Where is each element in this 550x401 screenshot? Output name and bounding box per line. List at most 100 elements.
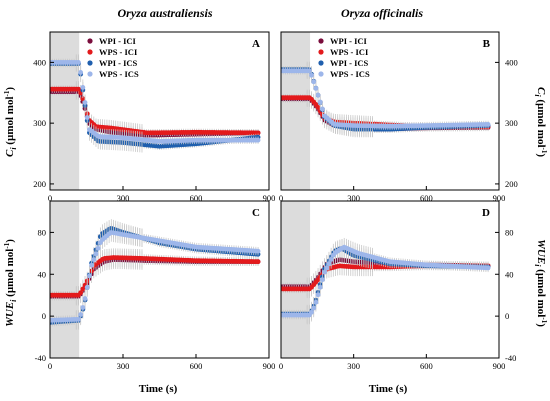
y-tick-label: 200 — [505, 179, 518, 189]
x-tick-label: 600 — [190, 361, 203, 371]
data-point — [255, 248, 261, 254]
plot-area — [281, 61, 491, 138]
legend-marker — [318, 71, 324, 77]
data-point — [309, 309, 314, 315]
legend-label: WPI - ICI — [330, 36, 368, 46]
data-point — [311, 305, 317, 311]
series-wps-ics — [281, 237, 491, 325]
y-tick-label: 0 — [505, 311, 509, 321]
data-point — [313, 85, 319, 91]
y-title-wue-right: WUEi (µmol mol-1) — [533, 239, 548, 327]
x-title-right: Time (s) — [369, 383, 408, 395]
data-point — [87, 273, 92, 279]
data-point — [328, 257, 334, 262]
data-point — [255, 137, 261, 143]
x-tick-label: 300 — [117, 193, 130, 203]
y-title-ci-left: Ci (µmol mol-1) — [3, 87, 18, 157]
x-tick-label: 900 — [263, 361, 276, 371]
data-point — [320, 277, 325, 283]
legend-label: WPS - ICI — [99, 47, 138, 57]
data-point — [78, 70, 84, 75]
panel-letter: D — [482, 207, 490, 219]
data-point — [84, 115, 90, 120]
x-tick-label: 900 — [493, 193, 506, 203]
data-point — [80, 96, 86, 102]
legend-label: WPI - ICS — [330, 58, 369, 68]
plot-area — [50, 219, 261, 330]
data-point — [309, 72, 314, 78]
x-tick-label: 900 — [263, 193, 276, 203]
plot-area — [50, 54, 261, 153]
series-wps-ics — [50, 54, 261, 148]
data-point — [82, 296, 88, 301]
y-tick-label: 400 — [505, 57, 518, 67]
data-point — [317, 99, 323, 105]
data-point — [315, 104, 321, 110]
legend-marker — [87, 49, 93, 55]
legend-marker — [87, 38, 93, 44]
x-tick-label: 0 — [48, 193, 52, 203]
series-wps-ics — [281, 62, 491, 134]
x-tick-label: 300 — [347, 193, 360, 203]
data-point — [93, 251, 99, 257]
x-tick-label: 300 — [347, 361, 360, 371]
shaded-region — [281, 32, 311, 190]
data-point — [80, 85, 86, 90]
y-tick-label: 40 — [38, 269, 47, 279]
y-title-wue-left: WUEi (µmol mol-1) — [3, 239, 18, 327]
legend-marker — [87, 71, 93, 77]
data-point — [485, 121, 491, 127]
data-point — [78, 312, 84, 317]
data-point — [78, 290, 84, 296]
data-point — [322, 269, 327, 275]
y-tick-label: -40 — [35, 353, 46, 363]
data-point — [485, 265, 491, 271]
y-tick-label: 80 — [505, 227, 514, 237]
series-wps-ici — [50, 81, 261, 141]
panel-letter: B — [483, 38, 491, 50]
y-tick-label: 400 — [33, 57, 46, 67]
data-point — [255, 259, 261, 265]
legend-marker — [87, 60, 93, 66]
data-point — [76, 316, 81, 322]
legend-label: WPI - ICS — [99, 58, 138, 68]
legend-label: WPI - ICI — [99, 36, 137, 46]
y-title-ci-right: Ci (µmol mol-1) — [533, 87, 548, 157]
panel-letter: C — [252, 207, 260, 219]
data-point — [76, 59, 81, 65]
data-point — [317, 284, 323, 290]
data-point — [82, 100, 88, 105]
plot-frame — [280, 31, 500, 191]
data-point — [255, 130, 261, 136]
data-point — [313, 299, 319, 305]
x-tick-label: 600 — [420, 361, 433, 371]
legend-marker — [318, 60, 324, 66]
data-point — [95, 245, 101, 251]
legend-label: WPS - ICS — [330, 69, 370, 79]
x-tick-label: 600 — [190, 193, 203, 203]
y-tick-label: -40 — [505, 353, 516, 363]
plot-area — [281, 237, 491, 325]
plot-frame — [49, 200, 270, 359]
panel-letter: A — [252, 38, 260, 50]
data-point — [320, 106, 325, 112]
panel-d: 0 300 600 900-40 0 40 80 D — [279, 200, 516, 371]
x-tick-label: 0 — [279, 193, 283, 203]
shaded-region — [50, 32, 80, 190]
legend-label: WPS - ICI — [330, 47, 369, 57]
y-tick-label: 300 — [33, 118, 46, 128]
y-tick-label: 80 — [38, 227, 47, 237]
series-wpi-ics — [50, 55, 261, 153]
shaded-region — [281, 201, 311, 358]
series-wps-ics — [50, 223, 261, 329]
series-wps-ici — [50, 248, 261, 305]
plot-frame — [49, 31, 270, 191]
y-tick-label: 0 — [42, 311, 46, 321]
title-left: Oryza australiensis — [117, 6, 212, 20]
data-point — [324, 265, 330, 271]
data-point — [326, 261, 332, 267]
legend-marker — [318, 49, 324, 55]
data-point — [80, 305, 86, 310]
